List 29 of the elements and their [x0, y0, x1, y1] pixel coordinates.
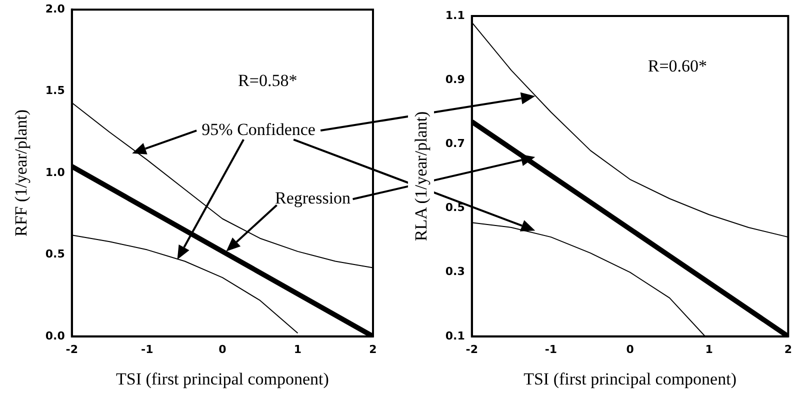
- x-tick-label: -1: [544, 342, 558, 356]
- x-tick-label: -2: [66, 342, 78, 356]
- x-tick-label: 2: [369, 342, 377, 356]
- y-axis-title: RFF (1/year/plant): [12, 109, 31, 237]
- annotation: R=0.60*: [648, 56, 708, 76]
- y-tick-label: 0.9: [445, 72, 465, 86]
- y-tick-label: 1.1: [445, 8, 465, 22]
- x-tick-label: 0: [626, 342, 634, 356]
- y-tick-label: 0.5: [445, 201, 465, 214]
- y-axis-title: RLA (1/year/plant): [412, 111, 431, 242]
- x-axis-title: TSI (first principal component): [116, 369, 329, 388]
- x-tick-label: 2: [784, 342, 792, 356]
- y-tick-label: 0.5: [45, 248, 65, 261]
- y-tick-label: 0.3: [445, 265, 465, 278]
- x-tick-label: -1: [141, 342, 154, 356]
- annotation: R=0.58*: [238, 70, 298, 90]
- y-tick-label: 0.1: [445, 329, 465, 342]
- x-tick-label: -2: [466, 342, 478, 356]
- annotation: Regression: [275, 188, 352, 208]
- annotation: 95% Confidence: [202, 120, 316, 139]
- x-tick-label: 0: [218, 342, 227, 356]
- y-tick-label: 2.0: [45, 2, 66, 16]
- y-tick-label: 0.7: [445, 137, 465, 150]
- x-tick-label: 1: [294, 342, 302, 356]
- x-tick-label: 1: [705, 342, 713, 356]
- x-axis-title: TSI (first principal component): [524, 369, 736, 388]
- y-tick-label: 1.0: [45, 166, 66, 179]
- y-tick-label: 1.5: [45, 84, 65, 98]
- y-tick-label: 0.0: [45, 329, 66, 342]
